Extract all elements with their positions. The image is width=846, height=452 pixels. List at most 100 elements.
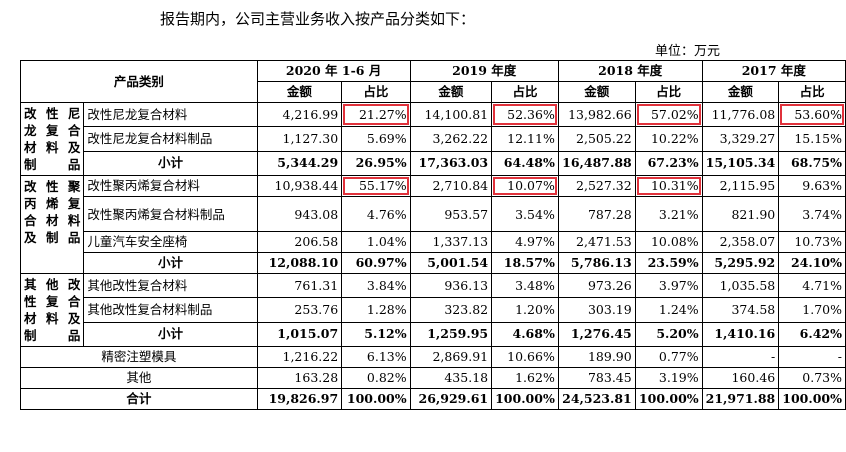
header-amount: 金额 <box>256 81 343 103</box>
ratio-cell: 1.20% <box>491 297 559 323</box>
row-label: 小计 <box>83 252 258 274</box>
ratio-cell: 26.95% <box>341 150 411 177</box>
amount-cell: 2,115.95 <box>701 175 780 197</box>
ratio-cell: 100.00% <box>491 388 559 410</box>
table-row: 小计 12,088.10 60.97% 5,001.54 18.57% 5,786.13 2… <box>21 252 846 274</box>
header-row-metrics: 金额 占比 金额 占比 金额 占比 金额 占比 <box>21 81 846 103</box>
ratio-cell: 12.11% <box>491 126 559 152</box>
table-row: 改性聚丙烯复合材料制品 943.08 4.76% 953.57 3.54% 787.28 3… <box>21 196 846 232</box>
ratio-cell: 1.24% <box>634 297 703 323</box>
amount-cell: 21,971.88 <box>701 388 780 410</box>
ratio-cell: 100.00% <box>778 388 846 410</box>
group-label-other: 其 他 改性 复 合材 料 及制品 <box>19 273 85 347</box>
amount-cell: 783.45 <box>557 367 636 389</box>
table-row: 改 性 聚丙 烯 复合 材 料及制品 改性聚丙烯复合材料 10,938.44 55.… <box>19 175 846 274</box>
ratio-cell: 3.84% <box>341 272 411 299</box>
table-row: 合计 19,826.97 100.00% 26,929.61 100.00% 24,523… <box>20 388 846 410</box>
table-row: 其 他 改性 复 合材 料 及制品 其他改性复合材料 761.31 3.84% 936… <box>19 272 846 347</box>
amount-cell: 1,410.16 <box>701 321 780 348</box>
amount-cell: 5,344.29 <box>256 150 343 177</box>
amount-cell: 303.19 <box>557 297 636 323</box>
header-category: 产品类别 <box>20 60 258 103</box>
ratio-cell: 4.71% <box>778 272 846 299</box>
header-year-2017: 2017 年度 <box>701 60 846 82</box>
amount-cell: 2,710.84 <box>409 175 493 197</box>
ratio-cell: 67.23% <box>634 150 703 177</box>
ratio-cell: 18.57% <box>491 252 559 274</box>
ratio-cell: 68.75% <box>778 150 846 177</box>
amount-cell: 206.58 <box>256 231 343 253</box>
row-label: 其他 <box>20 367 258 389</box>
amount-cell: 323.82 <box>409 297 493 323</box>
amount-cell: 1,015.07 <box>256 321 343 348</box>
amount-cell: 4,216.99 <box>256 101 343 128</box>
amount-cell: 374.58 <box>701 297 780 323</box>
ratio-cell: 0.77% <box>634 346 703 368</box>
header-ratio: 占比 <box>778 81 846 103</box>
row-label: 改性聚丙烯复合材料 <box>83 175 258 197</box>
ratio-cell: 10.66% <box>491 346 559 368</box>
table-row: 改性尼龙复合材料制品 1,127.30 5.69% 3,262.22 12.11% 2,5… <box>21 126 846 152</box>
table-row: 小计 5,344.29 26.95% 17,363.03 64.48% 16,487.88… <box>21 150 846 177</box>
table-row: 小计 1,015.07 5.12% 1,259.95 4.68% 1,276.45 5.20… <box>21 321 846 348</box>
amount-cell: 5,786.13 <box>557 252 636 274</box>
row-label: 改性尼龙复合材料 <box>83 101 258 128</box>
header-year-2020: 2020 年 1-6 月 <box>256 60 411 82</box>
ratio-cell: 9.63% <box>778 175 846 197</box>
header-year-2018: 2018 年度 <box>557 60 703 82</box>
ratio-cell: - <box>778 346 846 368</box>
unit-label: 单位：万元 <box>655 44 721 59</box>
amount-cell: 16,487.88 <box>557 150 636 177</box>
ratio-cell: 4.97% <box>491 231 559 253</box>
ratio-cell: 3.21% <box>634 196 703 232</box>
amount-cell: 1,276.45 <box>557 321 636 348</box>
ratio-cell: 64.48% <box>491 150 559 177</box>
table-row: 其他 163.28 0.82% 435.18 1.62% 783.45 3.19% 160.4… <box>20 367 846 389</box>
amount-cell: 936.13 <box>409 272 493 299</box>
header-ratio: 占比 <box>341 81 411 103</box>
ratio-cell: 3.97% <box>634 272 703 299</box>
ratio-cell: 100.00% <box>341 388 411 410</box>
amount-cell: 15,105.34 <box>701 150 780 177</box>
amount-cell: 973.26 <box>557 272 636 299</box>
ratio-cell: 10.08% <box>634 231 703 253</box>
row-label: 改性聚丙烯复合材料制品 <box>83 196 258 232</box>
row-label: 其他改性复合材料 <box>83 272 258 299</box>
ratio-cell: 5.20% <box>634 321 703 348</box>
ratio-cell: 23.59% <box>634 252 703 274</box>
revenue-table: 产品类别 2020 年 1-6 月 2019 年度 2018 年度 2017 年… <box>19 60 846 410</box>
amount-cell: 19,826.97 <box>256 388 343 410</box>
amount-cell: 17,363.03 <box>409 150 493 177</box>
amount-cell: 253.76 <box>256 297 343 323</box>
amount-cell: 2,869.91 <box>409 346 493 368</box>
ratio-cell: 1.28% <box>341 297 411 323</box>
ratio-cell: 6.42% <box>778 321 846 348</box>
ratio-cell: 1.70% <box>778 297 846 323</box>
ratio-cell: 53.60% <box>778 101 846 128</box>
header-amount: 金额 <box>701 81 780 103</box>
row-label: 合计 <box>20 388 258 410</box>
ratio-cell: 1.62% <box>491 367 559 389</box>
amount-cell: 160.46 <box>701 367 780 389</box>
header-amount: 金额 <box>409 81 493 103</box>
amount-cell: 1,259.95 <box>409 321 493 348</box>
amount-cell: 189.90 <box>557 346 636 368</box>
ratio-cell: 52.36% <box>491 101 559 128</box>
row-label: 其他改性复合材料制品 <box>83 297 258 323</box>
amount-cell: 3,262.22 <box>409 126 493 152</box>
row-label: 小计 <box>83 321 258 348</box>
ratio-cell: 4.76% <box>341 196 411 232</box>
amount-cell: 943.08 <box>256 196 343 232</box>
amount-cell: 5,001.54 <box>409 252 493 274</box>
intro-text: 报告期内，公司主营业务收入按产品分类如下： <box>160 10 476 28</box>
amount-cell: 10,938.44 <box>256 175 343 197</box>
amount-cell: 821.90 <box>701 196 780 232</box>
amount-cell: 163.28 <box>256 367 343 389</box>
amount-cell: 24,523.81 <box>557 388 636 410</box>
ratio-cell: 4.68% <box>491 321 559 348</box>
amount-cell: 787.28 <box>557 196 636 232</box>
table-row: 其他改性复合材料制品 253.76 1.28% 323.82 1.20% 303.19 1.… <box>21 297 846 323</box>
ratio-cell: 10.31% <box>634 175 703 197</box>
ratio-cell: 15.15% <box>778 126 846 152</box>
ratio-cell: 5.12% <box>341 321 411 348</box>
